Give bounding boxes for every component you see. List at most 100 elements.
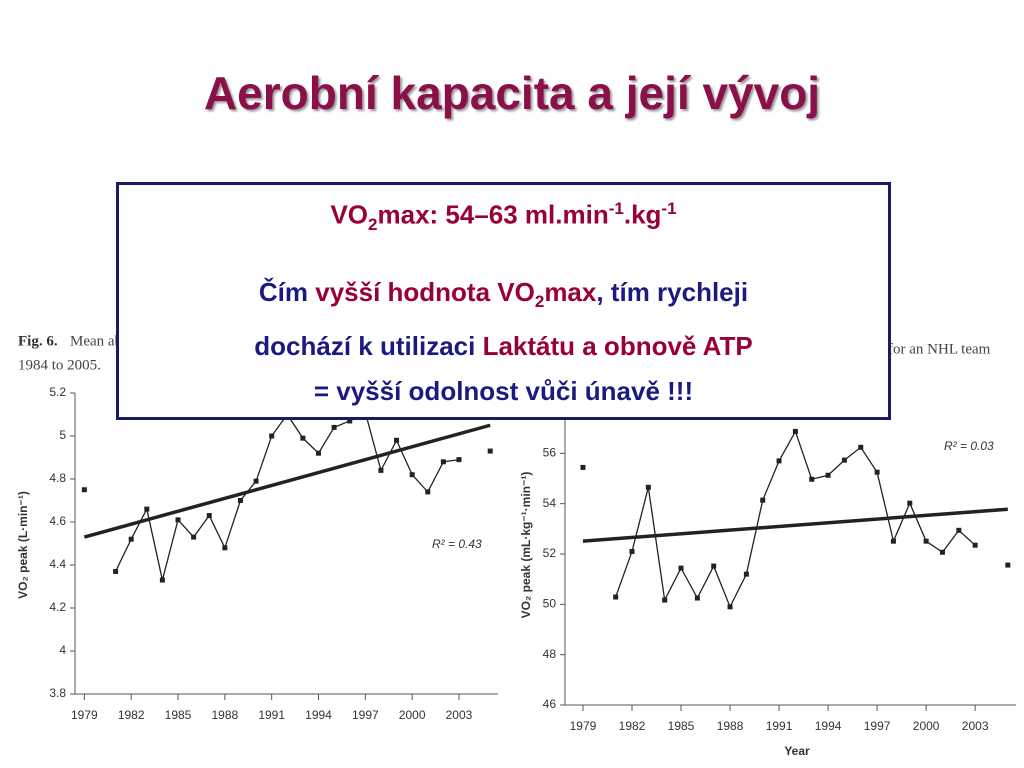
data-point	[972, 542, 978, 548]
data-point	[315, 450, 321, 456]
data-point	[890, 538, 896, 544]
data-point	[809, 476, 815, 482]
data-point	[456, 457, 462, 463]
x-tick-label: 2000	[913, 719, 940, 733]
data-point	[694, 595, 700, 601]
y-tick-label: 56	[543, 446, 557, 460]
data-point	[662, 597, 668, 603]
data-point	[409, 472, 415, 478]
x-tick-label: 1985	[165, 708, 192, 722]
data-point	[711, 563, 717, 569]
text-line: Čím vyšší hodnota VO2max, tím rychleji	[119, 270, 888, 324]
y-tick-label: 5	[59, 428, 66, 442]
y-tick-label: 46	[543, 697, 557, 711]
caption: 1984 to 2005.	[18, 357, 101, 373]
data-point	[613, 594, 619, 600]
x-tick-label: 1994	[305, 708, 332, 722]
data-point	[81, 487, 87, 493]
x-tick-label: 1997	[352, 708, 379, 722]
data-point	[222, 545, 228, 551]
y-tick-label: 4.8	[49, 471, 66, 485]
data-point	[956, 527, 962, 533]
x-tick-label: 1997	[864, 719, 891, 733]
text-line: VO2max: 54–63 ml.min-1.kg-1	[119, 194, 888, 240]
data-point	[113, 568, 119, 574]
text-segment: , tím rychleji	[596, 276, 749, 307]
data-point	[378, 467, 384, 473]
data-point	[923, 538, 929, 544]
data-point	[792, 428, 798, 434]
data-point	[678, 565, 684, 571]
text-segment: Čím	[258, 276, 309, 307]
text-segment: max: 54–63 ml.min	[377, 199, 609, 230]
text-line: = vyšší odolnost vůči únavě !!!	[119, 369, 888, 414]
data-point	[191, 534, 197, 540]
annotation: R² = 0.43	[432, 537, 482, 551]
y-tick-label: 50	[543, 597, 557, 611]
data-point	[128, 536, 134, 542]
data-point	[629, 548, 635, 554]
text-segment: max	[544, 276, 597, 307]
data-point	[874, 469, 880, 475]
x-tick-label: 2003	[962, 719, 989, 733]
data-point	[300, 435, 306, 441]
data-point	[645, 484, 651, 490]
data-point	[159, 577, 165, 583]
text-segment: -1	[661, 199, 677, 218]
x-tick-label: 2003	[446, 708, 473, 722]
data-point	[825, 472, 831, 478]
slide-title: Aerobní kapacita a její vývoj	[204, 67, 820, 119]
text-box: VO2max: 54–63 ml.min-1.kg-1 Čím vyšší hod…	[116, 182, 891, 420]
caption: Fig. 6.	[18, 333, 58, 349]
x-tick-label: 1991	[258, 708, 285, 722]
caption: for an NHL team	[888, 341, 991, 357]
x-tick-label: 1994	[815, 719, 842, 733]
data-point	[175, 517, 181, 523]
trend-line	[83, 423, 491, 539]
y-tick-label: 5.2	[49, 385, 66, 399]
x-axis-label: Year	[784, 744, 810, 758]
data-point	[776, 458, 782, 464]
x-tick-label: 1988	[717, 719, 744, 733]
text-line: dochází k utilizaci Laktátu a obnově ATP	[119, 324, 888, 369]
text-segment: 2	[368, 214, 378, 234]
y-tick-label: 4	[59, 643, 66, 657]
text-segment: Laktátu a obnově ATP	[475, 331, 753, 362]
trend-line	[582, 507, 1008, 543]
x-tick-label: 1982	[118, 708, 145, 722]
data-point	[743, 571, 749, 577]
data-point	[1005, 562, 1011, 568]
text-segment: .kg	[623, 199, 662, 230]
y-tick-label: 4.2	[49, 600, 66, 614]
data-point	[347, 418, 353, 424]
data-point	[440, 459, 446, 465]
x-tick-label: 2000	[399, 708, 426, 722]
text-segment: dochází k utilizaci	[254, 331, 476, 362]
data-point	[760, 497, 766, 503]
data-point	[580, 464, 586, 470]
y-tick-label: 4.4	[49, 557, 66, 571]
data-point	[487, 448, 493, 454]
data-point	[269, 433, 275, 439]
data-point	[331, 424, 337, 430]
data-point	[727, 604, 733, 610]
data-point	[253, 478, 259, 484]
text-segment: VO	[330, 199, 369, 230]
x-tick-label: 1979	[71, 708, 98, 722]
y-tick-label: 4.6	[49, 514, 66, 528]
data-point	[939, 549, 945, 555]
text-segment: 2	[534, 292, 545, 312]
data-line	[616, 431, 1008, 606]
x-tick-label: 1979	[570, 719, 597, 733]
data-point	[237, 498, 243, 503]
y-axis-label: VO₂ peak (mL·kg⁻¹·min⁻¹)	[519, 472, 533, 619]
y-tick-label: 52	[543, 546, 557, 560]
x-tick-label: 1991	[766, 719, 793, 733]
y-tick-label: 48	[543, 647, 557, 661]
x-tick-label: 1985	[668, 719, 695, 733]
data-point	[144, 506, 150, 512]
x-tick-label: 1982	[619, 719, 646, 733]
data-point	[206, 513, 212, 519]
